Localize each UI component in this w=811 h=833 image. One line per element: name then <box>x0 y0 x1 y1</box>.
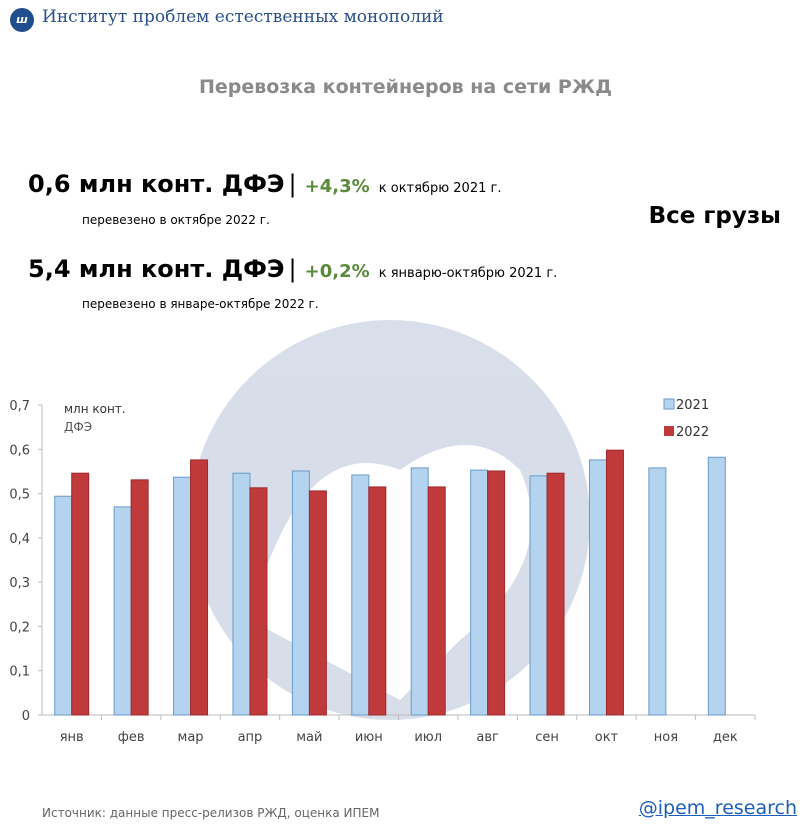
legend-swatch-2021 <box>663 398 675 410</box>
stat-october: 0,6 млн конт. ДФЭ | +4,3% к октябрю 2021 г… <box>28 170 501 198</box>
bar-2021-окт <box>588 459 607 716</box>
stat-note: перевезено в январе-октябре 2022 г. <box>82 297 319 311</box>
bar-2022-авг <box>487 470 506 716</box>
y-tick-label: 0,6 <box>9 443 30 458</box>
stat-value: 5,4 млн конт. ДФЭ <box>28 255 285 283</box>
x-tick-label: апр <box>238 730 263 745</box>
x-tick-label: сен <box>535 730 559 745</box>
x-tick-label: авг <box>476 730 499 745</box>
x-tick-label: май <box>296 730 322 745</box>
y-tick-label: 0,4 <box>9 532 30 547</box>
bar-2022-фев <box>130 479 149 716</box>
bar-2021-май <box>291 470 310 716</box>
x-tick-label: ноя <box>654 730 678 745</box>
logo: ш <box>10 8 34 32</box>
bar-2022-сен <box>546 472 565 716</box>
x-tick-label: июл <box>414 730 442 745</box>
legend: 2021 2022 <box>663 398 709 440</box>
bar-2022-май <box>308 490 327 716</box>
bar-2021-июн <box>351 474 370 716</box>
x-tick-label: дек <box>713 730 738 745</box>
y-axis-label-line1: млн конт. <box>64 402 126 416</box>
social-handle-link[interactable]: @ipem_research <box>638 797 797 819</box>
bar-2021-апр <box>232 472 251 716</box>
y-tick-label: 0,1 <box>9 665 30 680</box>
bar-2022-июн <box>368 486 387 716</box>
y-tick-label: 0 <box>22 709 30 724</box>
bar-2022-янв <box>71 472 90 716</box>
stat-change: +0,2% <box>304 261 370 282</box>
stat-value: 0,6 млн конт. ДФЭ <box>28 170 285 198</box>
page-title: Перевозка контейнеров на сети РЖД <box>198 76 613 98</box>
bar-2022-июл <box>427 486 446 716</box>
chart: 0 0,1 0,2 0,3 0,4 0,5 0,6 0,7 янв фев мар апр май июн… <box>9 320 756 745</box>
bar-2021-ноя <box>648 467 667 716</box>
bar-2021-авг <box>470 469 489 716</box>
bar-2021-июл <box>410 467 429 716</box>
bar-2021-сен <box>529 475 548 716</box>
stat-compare: к октябрю 2021 г. <box>378 181 502 196</box>
bar-2021-дек <box>707 456 726 716</box>
separator: | <box>288 255 297 283</box>
stat-note: перевезено в октябре 2022 г. <box>82 213 270 227</box>
x-tick-label: янв <box>60 730 84 745</box>
y-tick-label: 0,3 <box>9 576 30 591</box>
x-tick-label: фев <box>118 730 145 745</box>
y-tick-label: 0,5 <box>9 488 30 503</box>
legend-swatch-2022 <box>664 426 674 436</box>
org-name: Институт проблем естественных монополий <box>42 7 444 27</box>
cargo-label: Все грузы <box>648 203 781 229</box>
y-axis-label-line2: ДФЭ <box>64 420 92 434</box>
bar-2022-апр <box>249 487 268 716</box>
bar-2021-мар <box>173 476 192 716</box>
separator: | <box>288 170 297 198</box>
source-note: Источник: данные пресс-релизов РЖД, оцен… <box>42 806 380 820</box>
stat-compare: к январю-октябрю 2021 г. <box>378 266 558 281</box>
bar-2021-фев <box>113 506 132 716</box>
legend-label-2021: 2021 <box>676 398 709 413</box>
y-tick-label: 0,7 <box>9 399 30 414</box>
stat-change: +4,3% <box>304 176 370 197</box>
x-tick-label: июн <box>355 730 383 745</box>
x-tick-label: окт <box>595 730 619 745</box>
bar-2021-янв <box>54 495 73 716</box>
bar-2022-мар <box>190 459 209 716</box>
bar-2022-окт <box>605 449 624 716</box>
x-tick-label: мар <box>178 730 204 745</box>
stat-ytd: 5,4 млн конт. ДФЭ | +0,2% к январю-октябрю… <box>28 255 557 283</box>
y-tick-label: 0,2 <box>9 620 30 635</box>
legend-label-2022: 2022 <box>676 425 709 440</box>
